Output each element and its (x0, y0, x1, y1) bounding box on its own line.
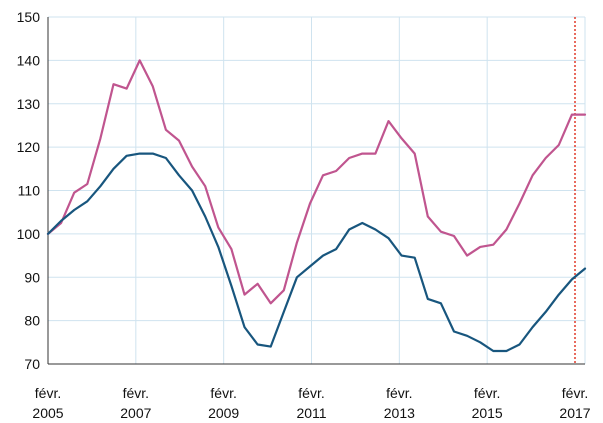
x-tick-label-month: févr. (562, 385, 588, 401)
series-line-2 (46, 152, 587, 353)
y-tick-label: 70 (24, 356, 40, 372)
x-tick-label-month: févr. (298, 385, 324, 401)
y-tick-label: 110 (18, 183, 41, 199)
y-tick-label: 90 (24, 269, 40, 285)
y-tick-label: 100 (17, 226, 41, 242)
y-tick-labels: 70 80 90 100 110 120 130 140 150 (17, 9, 41, 372)
series-line-1 (46, 59, 587, 305)
y-tick-label: 120 (17, 139, 41, 155)
x-tick-label-year: 2015 (472, 405, 503, 421)
y-tick-label: 80 (24, 313, 40, 329)
series-lines (46, 59, 587, 353)
grid-lines (48, 16, 586, 364)
y-tick-label: 130 (17, 96, 41, 112)
x-tick-label-year: 2011 (296, 405, 326, 421)
x-tick-label-year: 2009 (208, 405, 239, 421)
x-tick-label-year: 2005 (32, 405, 63, 421)
x-tick-label-year: 2017 (559, 405, 590, 421)
x-tick-label-year: 2007 (120, 405, 151, 421)
y-tick-label: 140 (17, 52, 41, 68)
x-tick-label-year: 2013 (384, 405, 415, 421)
y-tick-label: 150 (17, 9, 41, 25)
x-tick-label-month: févr. (123, 385, 149, 401)
x-tick-label-month: févr. (386, 385, 412, 401)
x-tick-label-month: févr. (210, 385, 236, 401)
x-tick-labels: févr. 2005 févr. 2007 févr. 2009 févr. 2011 févr… (32, 385, 590, 421)
x-tick-label-month: févr. (474, 385, 500, 401)
x-tick-label-month: févr. (35, 385, 61, 401)
axes (47, 17, 585, 365)
